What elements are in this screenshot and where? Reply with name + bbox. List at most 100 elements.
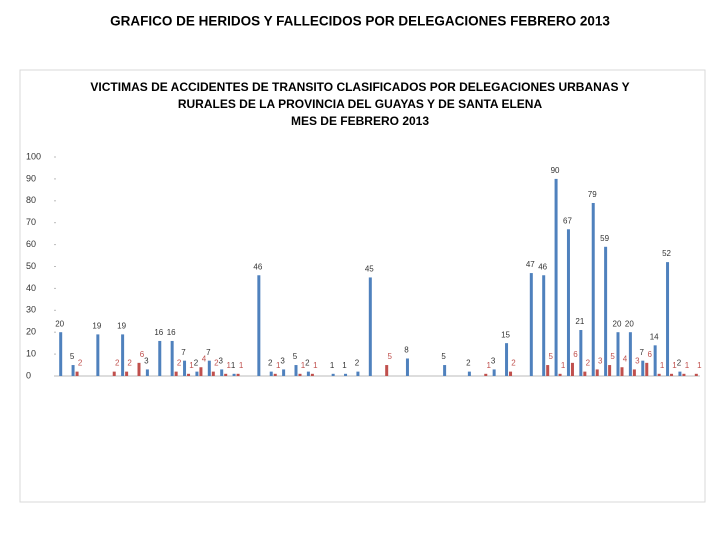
data-label: 5 [548, 352, 553, 361]
bar [112, 371, 116, 376]
chart-frame [19, 69, 706, 503]
data-label: 2 [511, 359, 516, 368]
bar [529, 273, 533, 376]
data-label: 7 [640, 348, 645, 357]
bar [678, 371, 682, 376]
bar [199, 367, 203, 376]
data-label: 20 [625, 319, 634, 328]
y-tick-label: 60 [26, 239, 36, 249]
bar [558, 373, 562, 376]
bar [310, 373, 314, 376]
data-label: 5 [70, 352, 75, 361]
data-label: 2 [194, 359, 199, 368]
bar [628, 332, 632, 376]
data-label: 6 [648, 350, 653, 359]
data-label: 1 [342, 361, 347, 370]
data-label: 46 [253, 262, 262, 271]
bar [505, 343, 509, 376]
data-label: 16 [154, 328, 163, 337]
data-label: 59 [600, 234, 609, 243]
bar [620, 367, 624, 376]
data-label: 3 [635, 357, 640, 366]
bar [641, 360, 645, 376]
y-tick-label: 40 [26, 283, 36, 293]
bar [645, 362, 649, 376]
data-label: 2 [355, 359, 360, 368]
data-label: 67 [563, 216, 572, 225]
data-label: 1 [226, 361, 231, 370]
bar [467, 371, 471, 376]
bar [554, 178, 558, 376]
bar [579, 330, 583, 376]
bar [298, 373, 302, 376]
data-label: 45 [365, 265, 374, 274]
bar [121, 334, 125, 376]
bar [220, 369, 224, 376]
bar [591, 202, 595, 376]
y-tick-label: 100 [26, 151, 41, 161]
data-label: 5 [441, 352, 446, 361]
data-label: 52 [662, 249, 671, 258]
data-label: 1 [330, 361, 335, 370]
bar [682, 373, 686, 376]
data-label: 1 [231, 361, 236, 370]
data-label: 2 [305, 359, 310, 368]
data-label: 1 [487, 361, 492, 370]
data-label: 4 [202, 354, 207, 363]
bar [570, 362, 574, 376]
data-label: 1 [301, 361, 306, 370]
data-label: 6 [573, 350, 578, 359]
bar [59, 332, 63, 376]
data-label: 2 [214, 359, 219, 368]
data-label: 15 [501, 330, 510, 339]
y-tick-label: 10 [26, 348, 36, 358]
data-label: 2 [268, 359, 273, 368]
data-label: 1 [313, 361, 318, 370]
bar [232, 373, 236, 376]
data-label: 1 [276, 361, 281, 370]
bar [125, 371, 129, 376]
bar [616, 332, 620, 376]
y-tick-label: 70 [26, 217, 36, 227]
bar [224, 373, 228, 376]
bar [368, 277, 372, 376]
data-label: 16 [167, 328, 176, 337]
bar [71, 365, 75, 376]
bar [583, 371, 587, 376]
data-label: 1 [561, 361, 566, 370]
bar [443, 365, 447, 376]
bar [632, 369, 636, 376]
y-tick-label: 20 [26, 327, 36, 337]
bar [608, 365, 612, 376]
data-label: 2 [115, 359, 120, 368]
y-tick-label: 90 [26, 173, 36, 183]
bar [595, 369, 599, 376]
data-label: 7 [206, 348, 211, 357]
data-label: 5 [387, 352, 392, 361]
bar [405, 358, 409, 376]
data-label: 3 [218, 357, 223, 366]
bar [195, 371, 199, 376]
data-label: 1 [239, 361, 244, 370]
bar [542, 275, 546, 376]
bar [282, 369, 286, 376]
bar [657, 373, 661, 376]
data-label: 2 [586, 359, 591, 368]
data-label: 3 [491, 357, 496, 366]
bar [170, 340, 174, 376]
bar [158, 340, 162, 376]
bar [566, 229, 570, 376]
data-label: 1 [697, 361, 702, 370]
bar [96, 334, 100, 376]
data-label: 2 [466, 359, 471, 368]
bar [385, 365, 389, 376]
bar [356, 371, 360, 376]
bar [484, 373, 488, 376]
data-label: 1 [672, 361, 677, 370]
data-label: 1 [685, 361, 690, 370]
data-label: 2 [127, 359, 132, 368]
bar [211, 371, 215, 376]
data-label: 20 [613, 319, 622, 328]
bar [257, 275, 261, 376]
